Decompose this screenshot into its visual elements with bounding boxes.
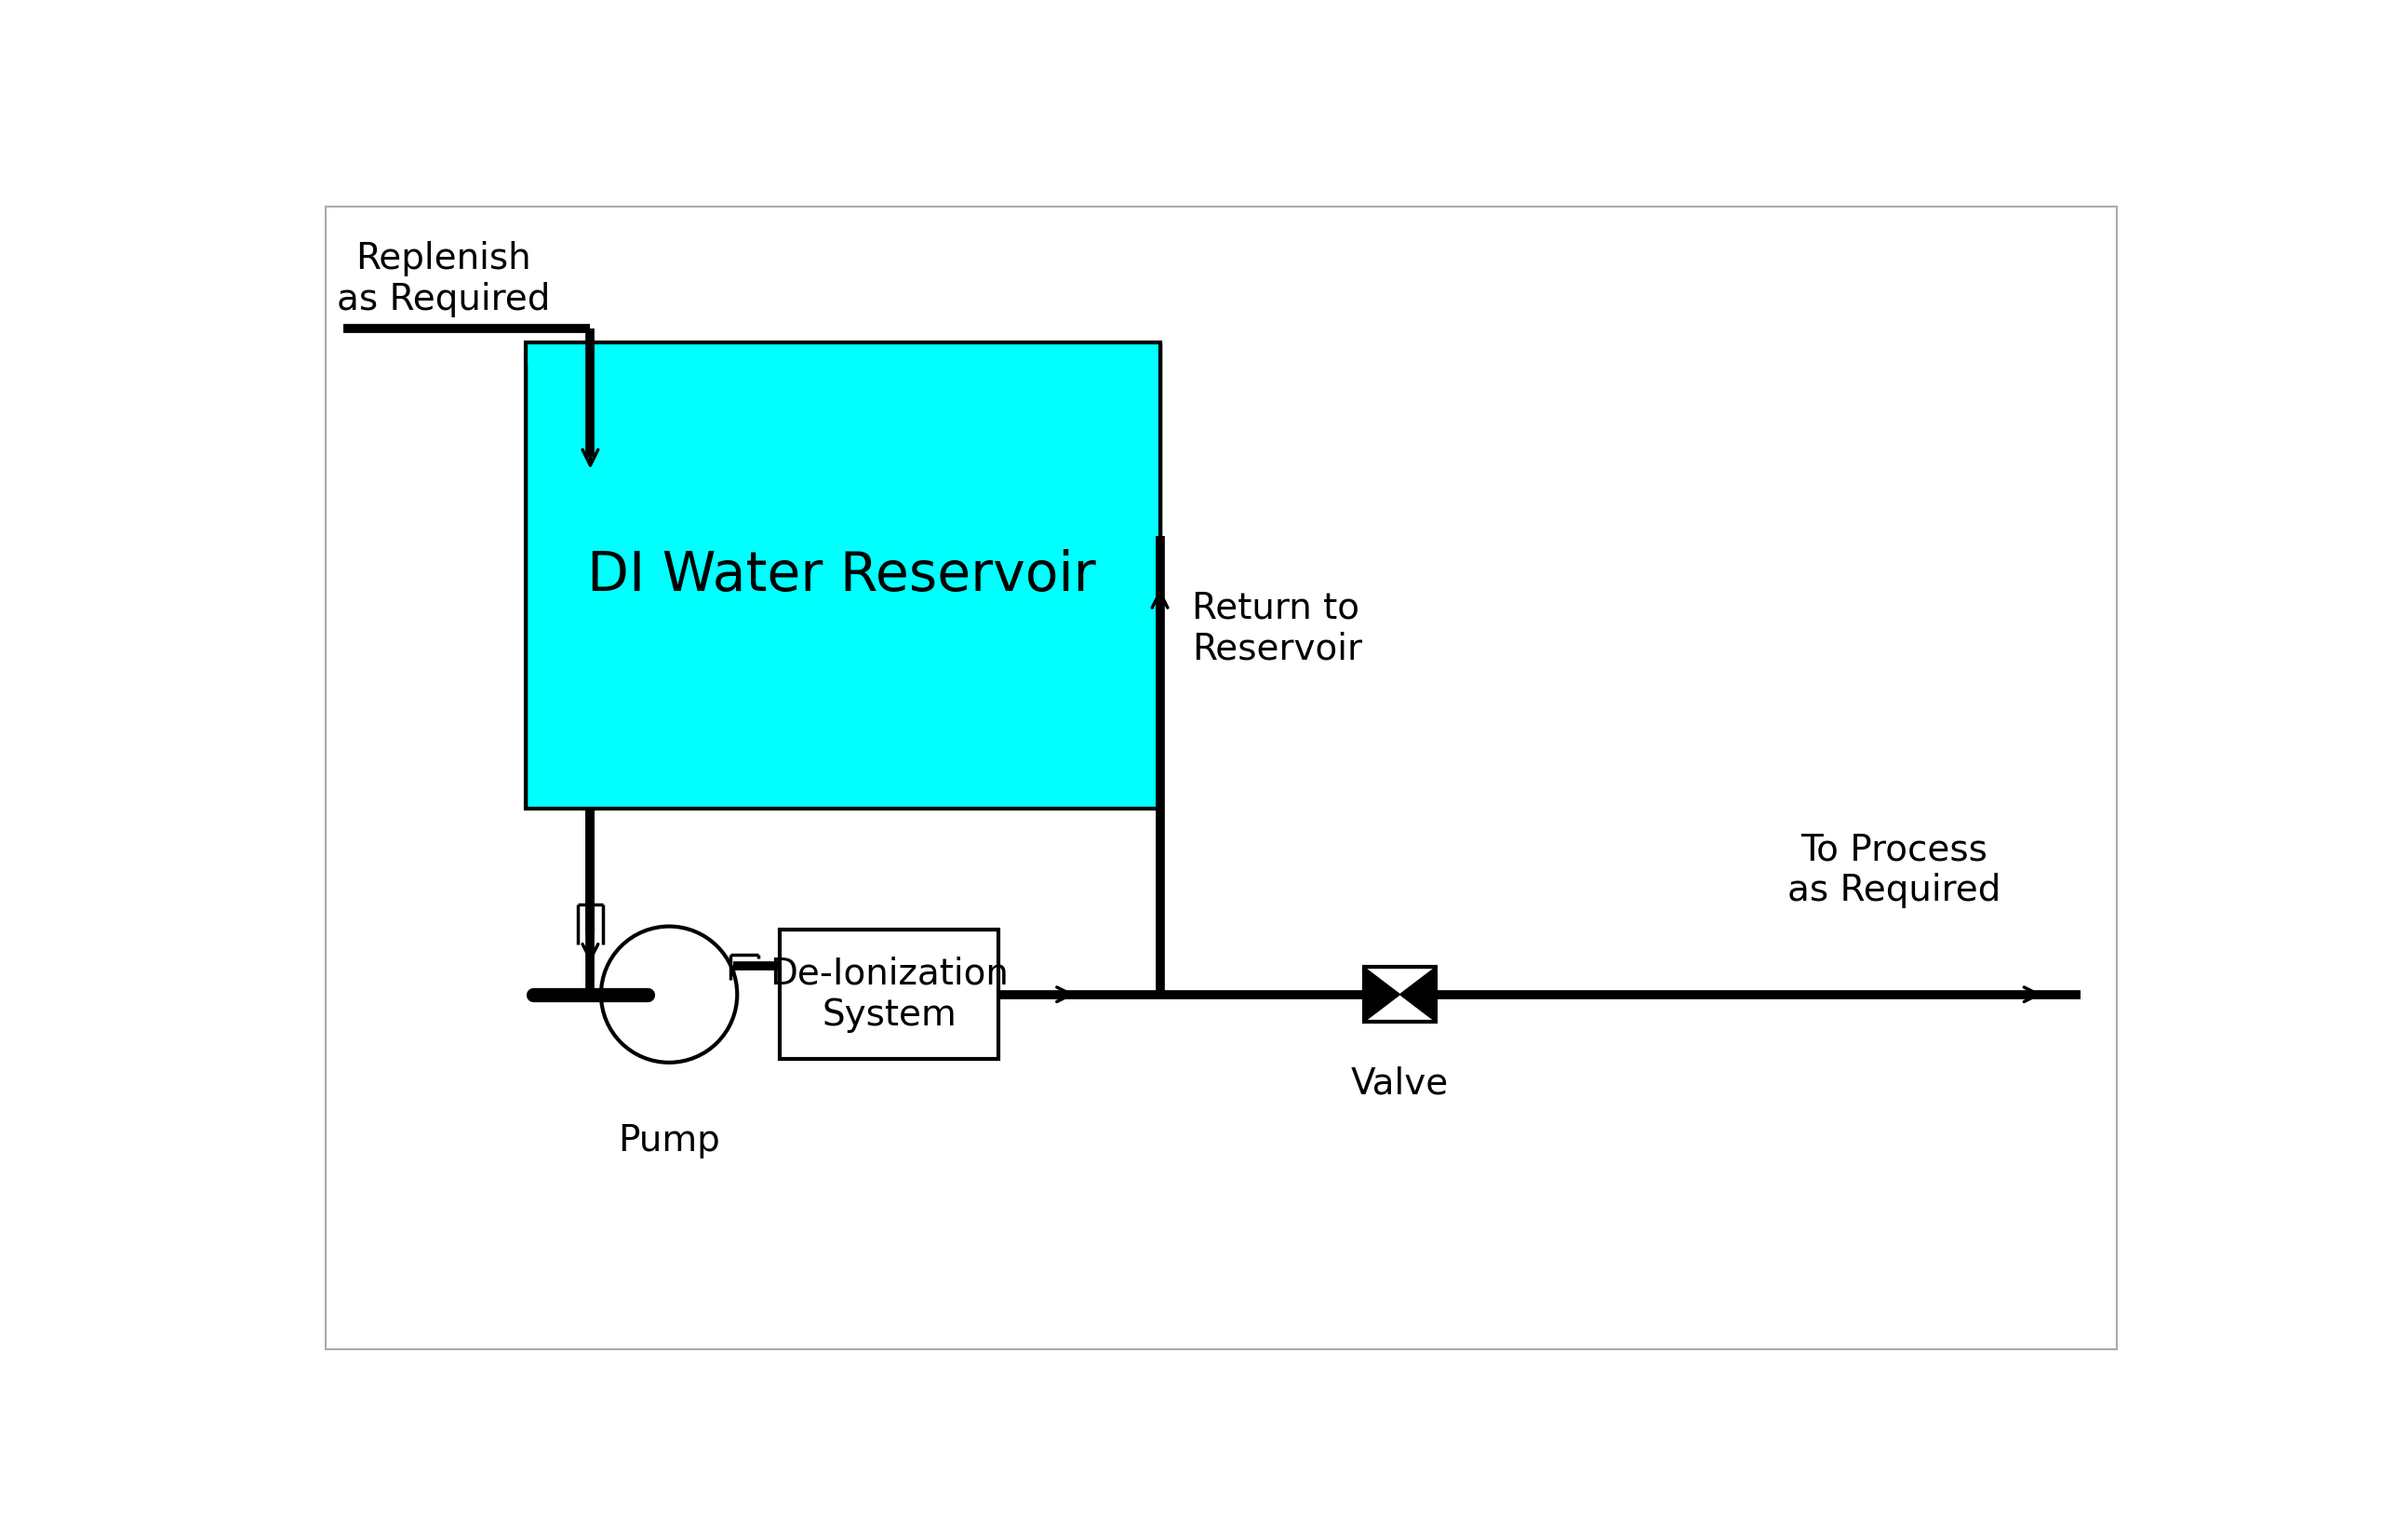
- Bar: [781, 930, 998, 1060]
- Circle shape: [600, 927, 736, 1063]
- Polygon shape: [1401, 967, 1436, 1021]
- Text: De-Ionization
System: De-Ionization System: [769, 956, 1008, 1033]
- Text: Return to
Reservoir: Return to Reservoir: [1191, 591, 1363, 667]
- Bar: [1365, 967, 1436, 1021]
- Text: DI Water Reservoir: DI Water Reservoir: [586, 548, 1096, 602]
- Bar: [526, 342, 1160, 809]
- Polygon shape: [1365, 967, 1401, 1021]
- Text: Valve: Valve: [1351, 1066, 1448, 1101]
- Text: Replenish
as Required: Replenish as Required: [336, 242, 550, 317]
- Text: To Process
as Required: To Process as Required: [1786, 832, 2001, 909]
- Text: Pump: Pump: [617, 1123, 719, 1158]
